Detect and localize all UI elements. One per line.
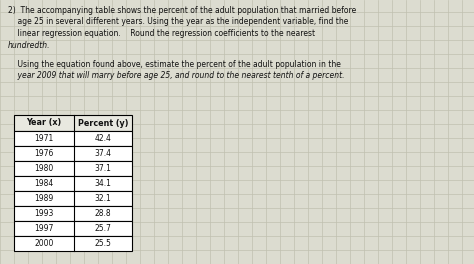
Bar [14,236,132,251]
Text: 1976: 1976 [34,149,54,158]
Text: 25.5: 25.5 [94,239,111,248]
Text: 1997: 1997 [34,224,54,233]
Text: year 2009 that will marry before age 25, and round to the nearest tenth of a per: year 2009 that will marry before age 25,… [8,72,345,81]
Text: 1971: 1971 [35,134,54,143]
Bar [14,161,132,176]
Bar [14,191,132,206]
Text: 1984: 1984 [35,179,54,188]
Bar [14,206,132,221]
Text: 1989: 1989 [35,194,54,203]
Text: 32.1: 32.1 [95,194,111,203]
Text: age 25 in several different years. Using the year as the independent variable, f: age 25 in several different years. Using… [8,17,348,26]
Text: 2)  The accompanying table shows the percent of the adult population that marrie: 2) The accompanying table shows the perc… [8,6,356,15]
Text: Using the equation found above, estimate the percent of the adult population in : Using the equation found above, estimate… [8,60,341,69]
Text: hundredth.: hundredth. [8,40,51,50]
Text: 1980: 1980 [35,164,54,173]
Text: 42.4: 42.4 [94,134,111,143]
Text: 34.1: 34.1 [94,179,111,188]
Bar [14,131,132,146]
Bar [14,221,132,236]
Bar [14,176,132,191]
Text: 37.1: 37.1 [94,164,111,173]
Bar [14,115,132,131]
Text: 1993: 1993 [34,209,54,218]
Text: 28.8: 28.8 [95,209,111,218]
Bar [14,146,132,161]
Text: Percent (y): Percent (y) [78,119,128,128]
Text: 2000: 2000 [34,239,54,248]
Text: Year (x): Year (x) [27,119,62,128]
Text: linear regression equation.    Round the regression coefficients to the nearest: linear regression equation. Round the re… [8,29,315,38]
Text: 25.7: 25.7 [94,224,111,233]
Text: 37.4: 37.4 [94,149,111,158]
